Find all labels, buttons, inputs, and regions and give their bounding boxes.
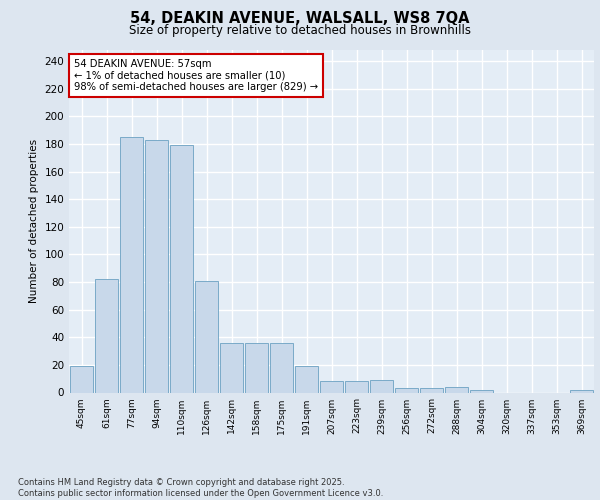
Bar [395,388,418,392]
Bar [70,366,93,392]
Bar [345,382,368,392]
Text: 54, DEAKIN AVENUE, WALSALL, WS8 7QA: 54, DEAKIN AVENUE, WALSALL, WS8 7QA [130,11,470,26]
Text: Contains HM Land Registry data © Crown copyright and database right 2025.
Contai: Contains HM Land Registry data © Crown c… [18,478,383,498]
Y-axis label: Number of detached properties: Number of detached properties [29,139,39,304]
Text: 54 DEAKIN AVENUE: 57sqm
← 1% of detached houses are smaller (10)
98% of semi-det: 54 DEAKIN AVENUE: 57sqm ← 1% of detached… [74,58,319,92]
Bar [170,146,193,392]
Bar [470,390,493,392]
Bar [120,137,143,392]
Bar [270,343,293,392]
Bar [195,280,218,392]
Bar [320,382,343,392]
Bar [220,343,243,392]
Bar [445,387,468,392]
Bar [245,343,268,392]
Bar [295,366,318,392]
Text: Size of property relative to detached houses in Brownhills: Size of property relative to detached ho… [129,24,471,37]
Bar [95,280,118,392]
Bar [420,388,443,392]
Bar [370,380,393,392]
Bar [145,140,168,392]
Bar [570,390,593,392]
